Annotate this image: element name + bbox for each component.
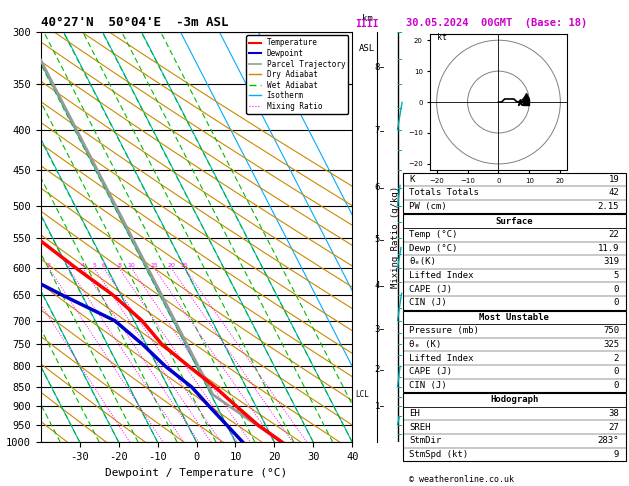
Text: 27: 27 — [608, 423, 619, 432]
Text: 40°27'N  50°04'E  -3m ASL: 40°27'N 50°04'E -3m ASL — [41, 16, 228, 29]
Text: Mixing Ratio (g/kg): Mixing Ratio (g/kg) — [391, 186, 400, 288]
Text: 5: 5 — [92, 263, 96, 268]
Text: 5: 5 — [614, 271, 619, 280]
Text: 2: 2 — [374, 365, 380, 374]
Text: km: km — [362, 15, 373, 23]
Text: 38: 38 — [608, 409, 619, 418]
Text: CIN (J): CIN (J) — [409, 381, 447, 390]
Text: 2: 2 — [47, 263, 51, 268]
Text: 9: 9 — [614, 450, 619, 459]
Text: StmSpd (kt): StmSpd (kt) — [409, 450, 469, 459]
Text: kt: kt — [437, 33, 447, 42]
Text: 3: 3 — [374, 325, 380, 334]
Text: Surface: Surface — [496, 217, 533, 226]
Text: 3: 3 — [67, 263, 70, 268]
Text: 11.9: 11.9 — [598, 244, 619, 253]
Text: 30.05.2024  00GMT  (Base: 18): 30.05.2024 00GMT (Base: 18) — [406, 17, 587, 28]
Text: 42: 42 — [608, 189, 619, 197]
Text: 7: 7 — [374, 126, 380, 135]
Text: 0: 0 — [614, 367, 619, 376]
Text: Pressure (mb): Pressure (mb) — [409, 327, 479, 335]
Text: StmDir: StmDir — [409, 436, 442, 445]
Text: 0: 0 — [614, 285, 619, 294]
Text: 0: 0 — [614, 298, 619, 307]
Text: © weatheronline.co.uk: © weatheronline.co.uk — [409, 474, 514, 484]
Text: 8: 8 — [117, 263, 121, 268]
Text: CAPE (J): CAPE (J) — [409, 285, 452, 294]
Text: 6: 6 — [374, 183, 380, 192]
Text: Most Unstable: Most Unstable — [479, 313, 549, 322]
Text: 319: 319 — [603, 258, 619, 266]
Text: 6: 6 — [102, 263, 106, 268]
Text: Dewp (°C): Dewp (°C) — [409, 244, 458, 253]
Text: 2: 2 — [614, 354, 619, 363]
Text: PW (cm): PW (cm) — [409, 202, 447, 211]
Text: SREH: SREH — [409, 423, 431, 432]
Text: Temp (°C): Temp (°C) — [409, 230, 458, 239]
Text: Lifted Index: Lifted Index — [409, 271, 474, 280]
Text: 8: 8 — [374, 63, 380, 72]
Text: EH: EH — [409, 409, 420, 418]
Text: CIN (J): CIN (J) — [409, 298, 447, 307]
Text: 2.15: 2.15 — [598, 202, 619, 211]
Legend: Temperature, Dewpoint, Parcel Trajectory, Dry Adiabat, Wet Adiabat, Isotherm, Mi: Temperature, Dewpoint, Parcel Trajectory… — [246, 35, 348, 114]
Text: 750: 750 — [603, 327, 619, 335]
Text: CAPE (J): CAPE (J) — [409, 367, 452, 376]
Text: 15: 15 — [150, 263, 158, 268]
Text: 20: 20 — [167, 263, 175, 268]
Text: ASL: ASL — [359, 44, 376, 53]
Text: Totals Totals: Totals Totals — [409, 189, 479, 197]
Text: K: K — [409, 175, 415, 184]
Text: 22: 22 — [608, 230, 619, 239]
Text: 283°: 283° — [598, 436, 619, 445]
Text: 10: 10 — [128, 263, 135, 268]
Text: 1: 1 — [374, 402, 380, 411]
Text: LCL: LCL — [355, 390, 369, 399]
Text: Hodograph: Hodograph — [490, 396, 538, 404]
Text: Lifted Index: Lifted Index — [409, 354, 474, 363]
Text: 5: 5 — [374, 235, 380, 244]
Text: 25: 25 — [181, 263, 188, 268]
Text: 4: 4 — [81, 263, 85, 268]
Text: θₑ (K): θₑ (K) — [409, 340, 442, 349]
Text: 0: 0 — [614, 381, 619, 390]
Text: 4: 4 — [374, 281, 380, 290]
Text: 19: 19 — [608, 175, 619, 184]
Text: 325: 325 — [603, 340, 619, 349]
Text: IIII: IIII — [355, 19, 379, 29]
X-axis label: Dewpoint / Temperature (°C): Dewpoint / Temperature (°C) — [106, 468, 287, 478]
Text: θₑ(K): θₑ(K) — [409, 258, 436, 266]
